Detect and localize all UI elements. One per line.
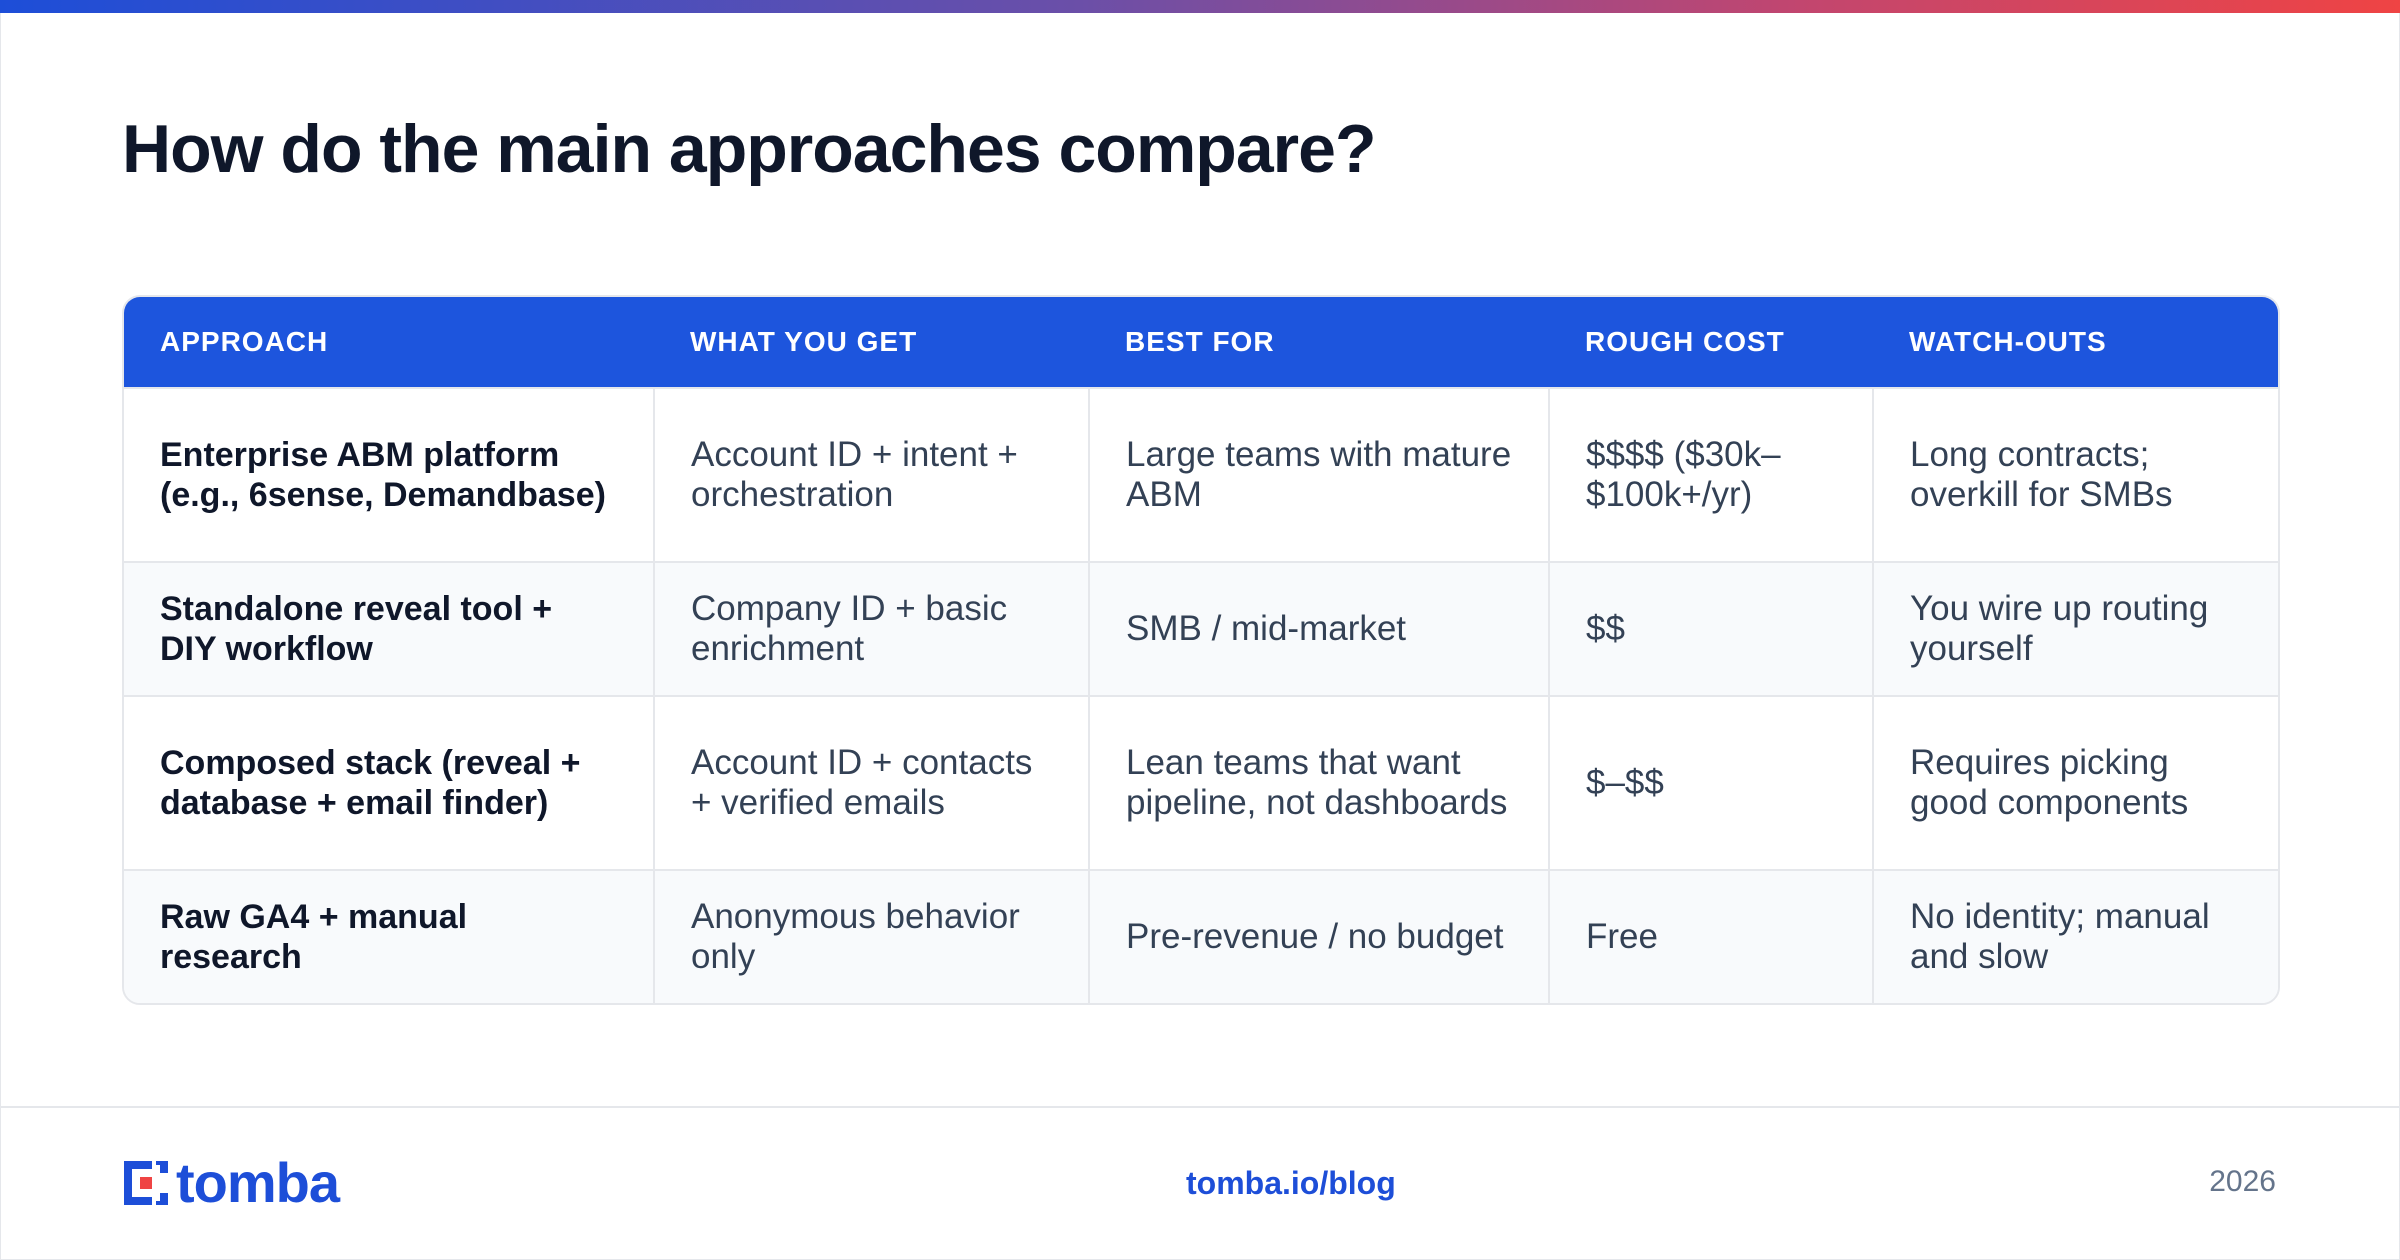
comparison-table: APPROACH WHAT YOU GET BEST FOR ROUGH COS…	[122, 295, 2280, 1005]
cell-watch-outs: No identity; manual and slow	[1872, 869, 2278, 1003]
table-row: Standalone reveal tool + DIY workflow Co…	[124, 561, 2278, 696]
cell-watch-outs: Long contracts; overkill for SMBs	[1872, 387, 2278, 562]
cell-what-you-get: Account ID + contacts + verified emails	[653, 695, 1089, 870]
footer-year: 2026	[2209, 1165, 2276, 1198]
cell-what-you-get: Company ID + basic enrichment	[653, 561, 1089, 696]
table-row: Raw GA4 + manual research Anonymous beha…	[124, 869, 2278, 1003]
header-best-for: BEST FOR	[1089, 297, 1549, 388]
header-watch-outs: WATCH-OUTS	[1873, 297, 2278, 388]
cell-what-you-get: Anonymous behavior only	[653, 869, 1089, 1003]
cell-watch-outs: Requires picking good components	[1872, 695, 2278, 870]
footer-divider	[0, 1106, 2400, 1108]
cell-what-you-get: Account ID + intent + orchestration	[653, 387, 1089, 562]
cell-best-for: Large teams with mature ABM	[1088, 387, 1549, 562]
table-row: Enterprise ABM platform (e.g., 6sense, D…	[124, 387, 2278, 562]
header-approach: APPROACH	[124, 297, 654, 388]
header-rough-cost: ROUGH COST	[1549, 297, 1873, 388]
cell-rough-cost: $$$$ ($30k–$100k+/yr)	[1548, 387, 1873, 562]
cell-rough-cost: $$	[1548, 561, 1873, 696]
cell-best-for: Pre-revenue / no budget	[1088, 869, 1549, 1003]
tomba-logo[interactable]: tomba	[122, 1151, 340, 1214]
cell-approach: Enterprise ABM platform (e.g., 6sense, D…	[124, 387, 654, 562]
page-title: How do the main approaches compare?	[122, 111, 1376, 187]
tomba-logo-icon	[124, 1161, 168, 1205]
header-what-you-get: WHAT YOU GET	[654, 297, 1089, 388]
cell-approach: Standalone reveal tool + DIY workflow	[124, 561, 654, 696]
cell-rough-cost: Free	[1548, 869, 1873, 1003]
table-header-row: APPROACH WHAT YOU GET BEST FOR ROUGH COS…	[124, 297, 2278, 388]
table-row: Composed stack (reveal + database + emai…	[124, 695, 2278, 870]
cell-rough-cost: $–$$	[1548, 695, 1873, 870]
gradient-top-bar	[0, 0, 2400, 13]
blog-link[interactable]: tomba.io/blog	[1186, 1165, 1396, 1201]
cell-approach: Raw GA4 + manual research	[124, 869, 654, 1003]
cell-watch-outs: You wire up routing yourself	[1872, 561, 2278, 696]
cell-best-for: SMB / mid-market	[1088, 561, 1549, 696]
cell-best-for: Lean teams that want pipeline, not dashb…	[1088, 695, 1549, 870]
cell-approach: Composed stack (reveal + database + emai…	[124, 695, 654, 870]
logo-wordmark: tomba	[176, 1151, 340, 1214]
